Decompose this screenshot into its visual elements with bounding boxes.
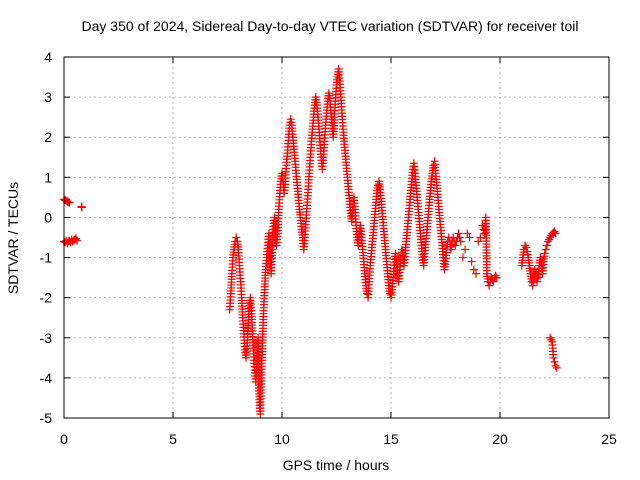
data-point bbox=[456, 237, 465, 246]
data-point bbox=[491, 271, 500, 280]
data-point bbox=[232, 233, 241, 242]
x-tick-label: 10 bbox=[274, 431, 290, 447]
x-tick-label: 5 bbox=[169, 431, 177, 447]
data-point bbox=[552, 363, 561, 372]
data-point bbox=[533, 277, 542, 286]
x-tick-labels: 0 5 10 15 20 25 bbox=[60, 431, 617, 447]
data-point bbox=[522, 243, 531, 252]
data-point bbox=[476, 233, 485, 242]
y-tick-label: 0 bbox=[44, 209, 52, 225]
chart-title: Day 350 of 2024, Sidereal Day-to-day VTE… bbox=[82, 18, 579, 34]
data-point bbox=[545, 235, 554, 244]
x-tick-label: 25 bbox=[601, 431, 617, 447]
y-tick-label: 1 bbox=[44, 169, 52, 185]
x-tick-label: 0 bbox=[60, 431, 68, 447]
data-point bbox=[547, 335, 556, 344]
data-point bbox=[549, 353, 558, 362]
data-point bbox=[73, 236, 82, 245]
y-tick-label: -5 bbox=[40, 410, 53, 426]
y-tick-label: -1 bbox=[40, 250, 53, 266]
x-tick-label: 15 bbox=[383, 431, 399, 447]
data-point bbox=[543, 237, 552, 246]
data-point bbox=[472, 269, 481, 278]
x-tick-label: 20 bbox=[492, 431, 508, 447]
data-point bbox=[469, 265, 478, 274]
data-point bbox=[385, 289, 394, 298]
data-point bbox=[467, 257, 476, 266]
data-point bbox=[373, 181, 382, 190]
y-axis-label: SDTVAR / TECUs bbox=[5, 182, 21, 294]
plot-frame bbox=[63, 56, 610, 419]
data-point bbox=[458, 253, 467, 262]
y-tick-label: 3 bbox=[44, 89, 52, 105]
data-point bbox=[77, 203, 86, 212]
y-tick-label: 2 bbox=[44, 129, 52, 145]
data-point bbox=[541, 245, 550, 254]
data-point bbox=[485, 281, 494, 290]
data-point bbox=[455, 233, 464, 242]
data-point bbox=[461, 245, 470, 254]
data-point bbox=[454, 229, 463, 238]
grid-lines bbox=[64, 57, 609, 418]
y-tick-label: -2 bbox=[40, 290, 53, 306]
data-point bbox=[465, 233, 474, 242]
data-point bbox=[65, 198, 74, 207]
x-axis-label: GPS time / hours bbox=[283, 457, 390, 473]
data-point bbox=[550, 357, 559, 366]
y-tick-label: -4 bbox=[40, 370, 53, 386]
data-point bbox=[550, 227, 559, 236]
data-point bbox=[551, 229, 560, 238]
data-point bbox=[492, 273, 501, 282]
y-tick-labels: -5 -4 -3 -2 -1 0 1 2 3 4 bbox=[40, 49, 53, 426]
data-point bbox=[521, 241, 530, 250]
data-point bbox=[530, 265, 539, 274]
data-point bbox=[429, 161, 438, 170]
data-markers bbox=[60, 65, 561, 418]
data-point bbox=[546, 233, 555, 242]
data-point bbox=[542, 241, 551, 250]
y-tick-label: -3 bbox=[40, 330, 53, 346]
data-point bbox=[551, 361, 560, 370]
data-point bbox=[489, 277, 498, 286]
y-tick-label: 4 bbox=[44, 49, 52, 65]
data-point bbox=[463, 229, 472, 238]
data-point bbox=[546, 333, 555, 342]
data-point bbox=[540, 249, 549, 258]
data-point bbox=[474, 237, 483, 246]
data-point bbox=[451, 241, 460, 250]
